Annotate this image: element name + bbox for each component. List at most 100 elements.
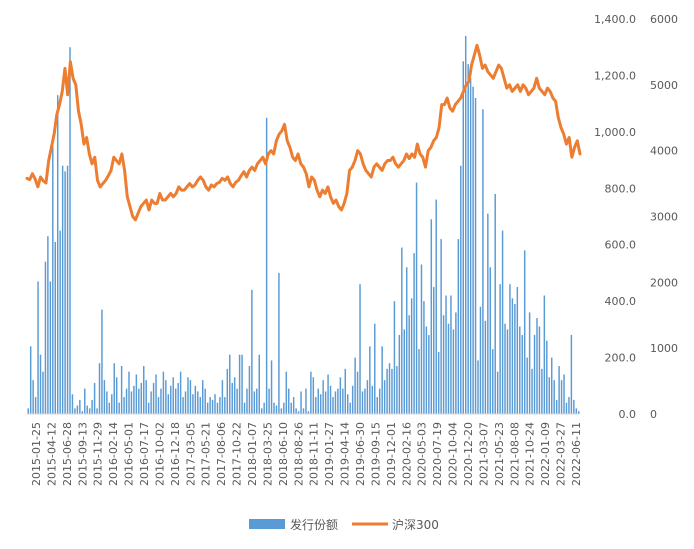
- bar-issuance-share: [179, 371, 182, 414]
- bar-issuance-share: [501, 230, 504, 414]
- bar-issuance-share: [433, 287, 435, 414]
- legend: 发行份额 沪深300: [249, 517, 439, 532]
- bar-issuance-share: [113, 363, 115, 414]
- bar-issuance-share: [568, 397, 570, 414]
- bar-issuance-share: [322, 380, 324, 414]
- bar-issuance-share: [430, 219, 433, 414]
- bar-issuance-share: [233, 377, 236, 414]
- bar-issuance-share: [189, 380, 192, 414]
- bar-issuance-share: [292, 397, 295, 414]
- legend-label-bars: 发行份额: [290, 517, 338, 532]
- bar-issuance-share: [452, 329, 455, 414]
- bar-issuance-share: [192, 394, 194, 414]
- x-axis-tick-label: 2017-03-05: [184, 422, 197, 486]
- bar-issuance-share: [172, 377, 174, 414]
- bar-issuance-share: [391, 368, 393, 414]
- bar-issuance-share: [155, 374, 157, 414]
- bar-issuance-share: [418, 349, 420, 414]
- bar-issuance-share: [317, 388, 319, 414]
- bar-issuance-share: [354, 357, 356, 414]
- bar-issuance-share: [570, 335, 573, 414]
- bar-issuance-share: [408, 315, 410, 414]
- x-axis-tick-label: 2015-11-29: [92, 422, 105, 486]
- bar-issuance-share: [381, 346, 383, 414]
- bar-issuance-share: [334, 391, 337, 414]
- bar-issuance-share: [138, 388, 140, 414]
- bar-issuance-share: [165, 380, 167, 414]
- right-axis-tick-label: 1000: [650, 342, 678, 355]
- right-axis-tick-label: 4000: [650, 145, 678, 158]
- bar-issuance-share: [410, 298, 413, 414]
- bar-issuance-share: [214, 394, 216, 414]
- bar-issuance-share: [315, 397, 317, 414]
- bar-issuance-share: [251, 289, 253, 414]
- bar-issuance-share: [184, 391, 187, 414]
- bar-issuance-share: [56, 95, 59, 415]
- x-axis-tick-label: 2018-03-25: [261, 422, 274, 486]
- x-axis-tick-label: 2020-12-20: [462, 422, 475, 486]
- x-axis-tick-label: 2019-01-27: [323, 422, 336, 486]
- bar-issuance-share: [310, 371, 312, 414]
- bar-issuance-share: [256, 388, 258, 414]
- bar-issuance-share: [396, 366, 398, 414]
- bar-issuance-share: [150, 391, 152, 414]
- x-axis-tick-label: 2020-07-19: [431, 422, 444, 486]
- bar-issuance-share: [307, 411, 310, 414]
- bar-issuance-share: [423, 301, 425, 414]
- x-axis-tick-label: 2021-10-24: [524, 422, 537, 486]
- bar-issuance-share: [521, 335, 523, 414]
- bar-issuance-share: [319, 394, 322, 414]
- bar-issuance-share: [393, 301, 396, 414]
- bar-issuance-share: [201, 380, 204, 414]
- bar-issuance-share: [351, 385, 354, 414]
- bar-issuance-share: [494, 193, 496, 414]
- bar-issuance-share: [477, 360, 479, 414]
- bar-issuance-share: [47, 236, 49, 414]
- right-axis-tick-label: 3000: [650, 211, 678, 224]
- bar-issuance-share: [111, 394, 113, 414]
- bar-issuance-share: [342, 388, 344, 414]
- bar-issuance-share: [462, 61, 464, 414]
- bar-issuance-share: [61, 165, 64, 414]
- bar-issuance-share: [492, 349, 494, 414]
- bar-issuance-share: [263, 402, 265, 414]
- bar-issuance-share: [413, 253, 415, 414]
- bar-issuance-share: [86, 405, 88, 414]
- bar-issuance-share: [52, 145, 54, 414]
- x-axis-tick-label: 2022-01-09: [539, 422, 552, 486]
- bar-issuance-share: [553, 380, 555, 414]
- bar-issuance-share: [489, 267, 492, 414]
- legend-label-line: 沪深300: [392, 518, 439, 532]
- bar-issuance-share: [96, 408, 98, 414]
- bar-issuance-share: [460, 165, 462, 414]
- bar-issuance-share: [398, 335, 401, 414]
- bar-issuance-share: [103, 380, 106, 414]
- bar-issuance-share: [128, 371, 130, 414]
- bar-issuance-share: [295, 408, 297, 414]
- bar-issuance-share: [182, 397, 184, 414]
- bar-issuance-share: [496, 371, 499, 414]
- bar-issuance-share: [437, 351, 440, 414]
- bar-issuance-share: [98, 363, 101, 414]
- bar-issuance-share: [211, 399, 214, 414]
- bar-issuance-share: [34, 397, 37, 414]
- line-series-csi300: [25, 43, 582, 222]
- bar-issuance-share: [37, 281, 39, 414]
- bar-issuance-share: [76, 405, 79, 414]
- x-axis-tick-label: 2019-04-14: [339, 422, 352, 486]
- bar-issuance-share: [118, 402, 120, 414]
- bar-issuance-share: [457, 239, 460, 414]
- x-axis-tick-label: 2018-06-10: [277, 422, 290, 486]
- bar-issuance-share: [130, 391, 133, 414]
- bar-issuance-share: [575, 408, 578, 414]
- bar-issuance-share: [531, 368, 533, 414]
- bar-issuance-share: [123, 397, 125, 414]
- bar-issuance-share: [197, 391, 199, 414]
- x-axis-ticks: 2015-01-25 2015-04-12 2015-06-28 2015-09-13…: [30, 422, 583, 486]
- bar-issuance-share: [283, 402, 285, 414]
- bar-issuance-share: [81, 411, 84, 414]
- x-axis-tick-label: 2017-10-22: [231, 422, 244, 486]
- bar-issuance-share: [49, 281, 52, 414]
- bar-issuance-share: [260, 408, 263, 414]
